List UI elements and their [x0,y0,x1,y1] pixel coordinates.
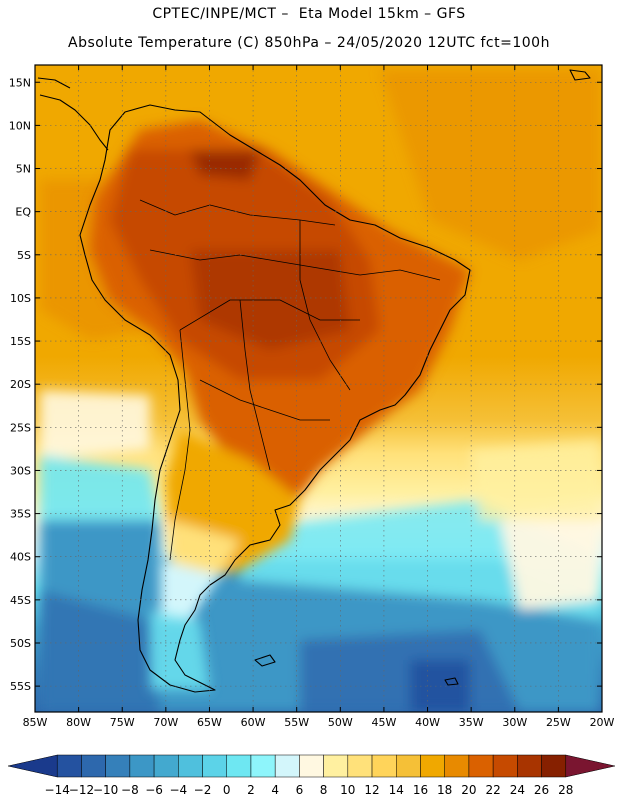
lat-tick-label: 10S [10,292,31,305]
colorbar-swatch [202,754,227,778]
colorbar-swatch [323,754,349,778]
coastlines [37,69,591,693]
colorbar-label: −14 [45,783,70,797]
lat-tick-label: 5N [16,163,31,176]
colorbar-label: 10 [340,783,355,797]
map-title-line-2: Absolute Temperature (C) 850hPa – 24/05/… [68,35,550,51]
colorbar-swatch [444,754,470,778]
lon-tick-label: 40W [415,716,440,729]
map-title-line-1: CPTEC/INPE/MCT – Eta Model 15km – GFS [152,6,466,22]
colorbar-swatch [347,754,373,778]
colorbar-swatch [492,754,518,778]
colorbar-swatch [517,754,542,778]
lat-tick-label: 30S [10,464,31,477]
colorbar-swatch [299,754,324,778]
colorbar-swatch [250,754,276,778]
lat-tick-label: 45S [10,594,31,607]
colorbar-label: 4 [271,783,279,797]
latitude-axis: 15N 10N 5N EQ 5S 10S 15S 20S 25S 30S 35S 40S 45S 50S 5… [9,76,602,693]
colorbar-label: 20 [461,783,476,797]
colorbar-swatch [541,754,567,778]
colorbar-label: −2 [194,783,212,797]
colorbar-label: 14 [389,783,404,797]
lon-tick-label: 30W [502,716,527,729]
lat-tick-label: 20S [10,378,31,391]
lat-tick-label: 15S [10,335,31,348]
colorbar-label: 26 [534,783,549,797]
colorbar-swatch [178,754,203,778]
lon-tick-label: 45W [371,716,396,729]
colorbar-label: 18 [437,783,452,797]
colorbar-label: −4 [169,783,187,797]
colorbar-swatch [226,754,252,778]
lon-tick-label: 70W [153,716,178,729]
lat-tick-label: 10N [9,119,31,132]
lat-tick-label: 55S [10,680,31,693]
colorbar-label: 28 [558,783,573,797]
lat-tick-label: 5S [17,249,31,262]
lon-tick-label: 80W [66,716,91,729]
lat-tick-label: 40S [10,551,31,564]
lon-tick-label: 35W [459,716,484,729]
lat-tick-label: EQ [15,206,31,219]
colorbar-swatch [153,754,179,778]
longitude-axis: 85W 80W 75W 70W 65W 60W 55W 50W 45W 40W 35W 30W 25W 2… [23,65,615,729]
colorbar-label: 22 [485,783,500,797]
colorbar-label: 16 [413,783,428,797]
colorbar-swatch [274,754,300,778]
colorbar-label: −6 [145,783,163,797]
colorbar-label: 2 [247,783,255,797]
lon-tick-label: 65W [197,716,222,729]
colorbar-label: −8 [121,783,139,797]
colorbar-label: 12 [364,783,379,797]
temperature-field [35,65,602,712]
lon-tick-label: 20W [590,716,615,729]
lon-tick-label: 85W [23,716,48,729]
lon-tick-label: 50W [328,716,353,729]
colorbar-swatch [105,754,131,778]
colorbar-swatch-low-arrow [7,754,58,778]
colorbar-swatch [129,754,155,778]
map-frame [34,64,603,713]
colorbar-swatch [420,754,445,778]
colorbar-swatch-high-arrow [565,754,616,778]
lon-tick-label: 55W [284,716,309,729]
lon-tick-label: 60W [241,716,266,729]
colorbar-swatch [56,754,82,778]
colorbar-swatch [468,754,494,778]
lat-tick-label: 50S [10,637,31,650]
colorbar-label: 0 [223,783,231,797]
colorbar-label: 24 [510,783,525,797]
south-america-coastline [79,104,471,693]
colorbar-swatch [396,754,421,778]
lat-tick-label: 35S [10,508,31,521]
colorbar-label: −12 [69,783,94,797]
colorbar: −14−12−10 −8 −6 −4 −2 0 2 4 6 8 10 12 14 16 18 20 22 24 26… [7,754,616,797]
lat-tick-label: 25S [10,421,31,434]
colorbar-label: 8 [320,783,328,797]
lon-tick-label: 75W [110,716,135,729]
colorbar-swatch [371,754,397,778]
lat-tick-label: 15N [9,76,31,89]
colorbar-swatch [81,754,106,778]
colorbar-label: 6 [296,783,304,797]
colorbar-label: −10 [93,783,118,797]
lon-tick-label: 25W [546,716,571,729]
